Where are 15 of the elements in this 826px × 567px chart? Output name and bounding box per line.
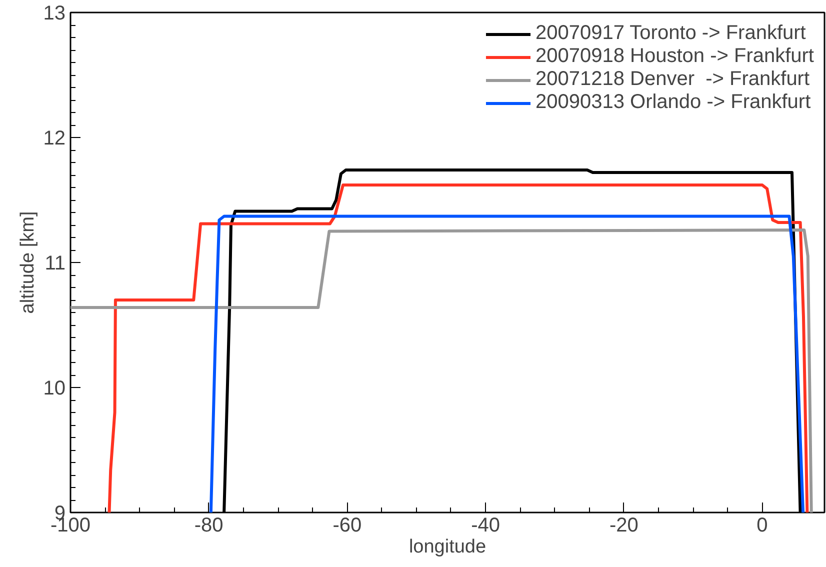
y-tick-label: 12 <box>43 128 66 150</box>
x-axis-title: longitude <box>408 536 486 558</box>
legend-label: 20071218 Denver -> Frankfurt <box>535 68 810 91</box>
y-tick-label: 13 <box>43 2 66 24</box>
x-tick-label: 0 <box>756 514 768 536</box>
legend-label: 20070918 Houston -> Frankfurt <box>535 45 814 68</box>
x-tick-label: -60 <box>332 514 362 536</box>
legend-label: 20070917 Toronto -> Frankfurt <box>535 22 806 45</box>
y-tick-label: 10 <box>43 378 66 400</box>
x-tick-label: -80 <box>194 514 224 536</box>
y-axis-title: altitude [km] <box>17 211 38 314</box>
y-tick-label: 11 <box>44 252 66 274</box>
legend-label: 20090313 Orlando -> Frankfurt <box>535 91 811 114</box>
x-tick-label: -20 <box>609 514 638 536</box>
x-tick-label: -40 <box>471 514 500 536</box>
